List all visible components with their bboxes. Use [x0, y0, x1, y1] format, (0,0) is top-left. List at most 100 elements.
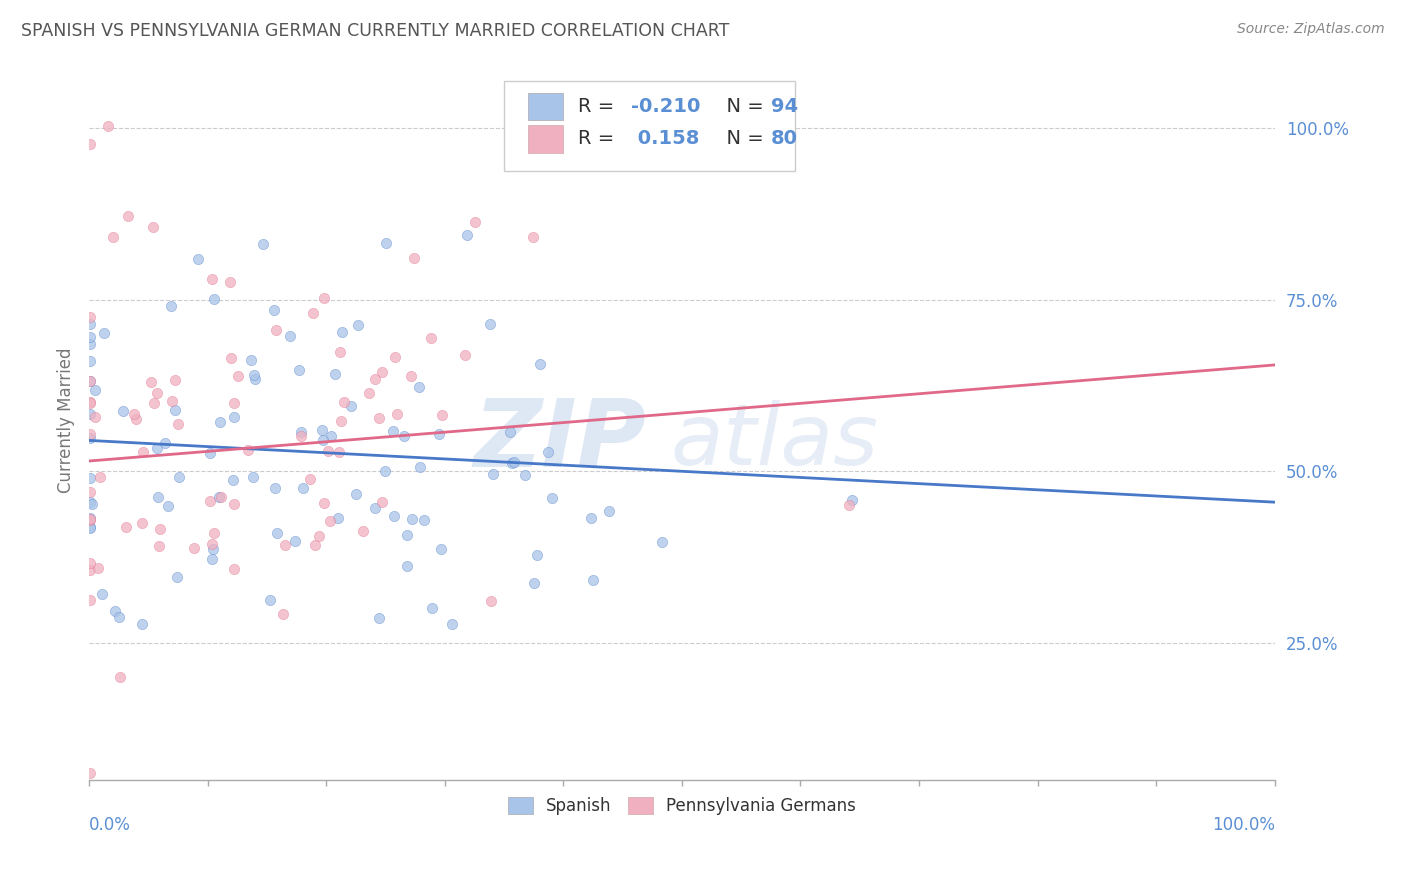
- FancyBboxPatch shape: [527, 125, 564, 153]
- Point: [259, 593, 281, 607]
- Point: [242, 470, 264, 484]
- Point: [409, 459, 432, 474]
- Text: N =: N =: [714, 129, 770, 148]
- Point: [330, 325, 353, 339]
- Point: [344, 487, 367, 501]
- Text: ZIP: ZIP: [474, 395, 647, 487]
- Point: [103, 230, 125, 244]
- Point: [148, 539, 170, 553]
- Point: [202, 525, 225, 540]
- Point: [384, 508, 406, 523]
- Point: [371, 495, 394, 509]
- Point: [408, 379, 430, 393]
- Point: [274, 538, 297, 552]
- Text: 94: 94: [770, 97, 799, 116]
- Point: [364, 372, 387, 386]
- Point: [163, 373, 186, 387]
- Point: [513, 467, 536, 482]
- FancyBboxPatch shape: [503, 81, 794, 171]
- Point: [328, 444, 350, 458]
- Point: [122, 408, 145, 422]
- Point: [252, 237, 274, 252]
- Point: [266, 525, 288, 540]
- Point: [396, 528, 419, 542]
- Point: [218, 275, 240, 289]
- Text: R =: R =: [578, 97, 620, 116]
- Point: [290, 429, 312, 443]
- Point: [79, 520, 101, 534]
- Point: [582, 573, 605, 587]
- Point: [84, 410, 107, 425]
- Point: [169, 469, 191, 483]
- Point: [541, 491, 564, 505]
- Point: [84, 383, 107, 397]
- Point: [79, 374, 101, 388]
- Point: [463, 215, 485, 229]
- Point: [79, 396, 101, 410]
- Point: [243, 372, 266, 386]
- Point: [143, 396, 166, 410]
- Point: [314, 496, 336, 510]
- Point: [115, 520, 138, 534]
- Point: [430, 408, 453, 422]
- Point: [375, 236, 398, 251]
- Text: 80: 80: [770, 129, 797, 148]
- Point: [201, 537, 224, 551]
- Point: [401, 512, 423, 526]
- Point: [302, 306, 325, 320]
- Point: [454, 348, 477, 362]
- Text: R =: R =: [578, 129, 620, 148]
- Point: [329, 345, 352, 359]
- Point: [456, 228, 478, 243]
- Point: [79, 407, 101, 421]
- Point: [290, 425, 312, 439]
- Point: [79, 512, 101, 526]
- Point: [479, 318, 502, 332]
- Point: [359, 386, 381, 401]
- Point: [110, 670, 132, 684]
- Point: [352, 524, 374, 538]
- Y-axis label: Currently Married: Currently Married: [58, 347, 75, 492]
- Point: [304, 538, 326, 552]
- Point: [273, 607, 295, 621]
- Point: [529, 357, 551, 371]
- Point: [374, 465, 396, 479]
- Point: [145, 386, 167, 401]
- Point: [367, 410, 389, 425]
- Point: [222, 396, 245, 410]
- Point: [79, 521, 101, 535]
- Point: [222, 497, 245, 511]
- Point: [239, 352, 262, 367]
- Point: [79, 485, 101, 500]
- Point: [537, 445, 560, 459]
- Point: [79, 136, 101, 151]
- Text: 100.0%: 100.0%: [1212, 816, 1275, 834]
- Point: [598, 504, 620, 518]
- Point: [200, 272, 222, 286]
- Point: [381, 424, 404, 438]
- Point: [430, 541, 453, 556]
- Point: [420, 601, 443, 615]
- Point: [198, 446, 221, 460]
- Point: [87, 561, 110, 575]
- Point: [221, 351, 243, 365]
- Text: Source: ZipAtlas.com: Source: ZipAtlas.com: [1237, 22, 1385, 37]
- Point: [202, 541, 225, 556]
- Point: [333, 394, 356, 409]
- Point: [131, 445, 153, 459]
- Point: [141, 376, 163, 390]
- Point: [368, 611, 391, 625]
- Point: [183, 541, 205, 555]
- Point: [222, 473, 245, 487]
- Point: [501, 456, 523, 470]
- Point: [79, 432, 101, 446]
- Point: [399, 369, 422, 384]
- Point: [79, 395, 101, 409]
- Point: [79, 513, 101, 527]
- Point: [222, 410, 245, 425]
- Point: [291, 481, 314, 495]
- Point: [482, 467, 505, 482]
- Point: [79, 317, 101, 331]
- Point: [146, 441, 169, 455]
- Point: [160, 393, 183, 408]
